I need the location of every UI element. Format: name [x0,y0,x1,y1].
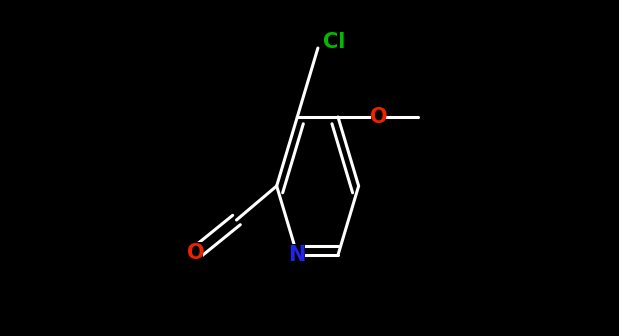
FancyBboxPatch shape [290,244,305,266]
Text: Cl: Cl [323,32,345,52]
Text: N: N [288,245,306,265]
FancyBboxPatch shape [371,106,386,128]
FancyBboxPatch shape [327,31,357,53]
FancyBboxPatch shape [188,242,203,264]
Text: O: O [187,243,205,263]
Text: O: O [370,107,387,127]
